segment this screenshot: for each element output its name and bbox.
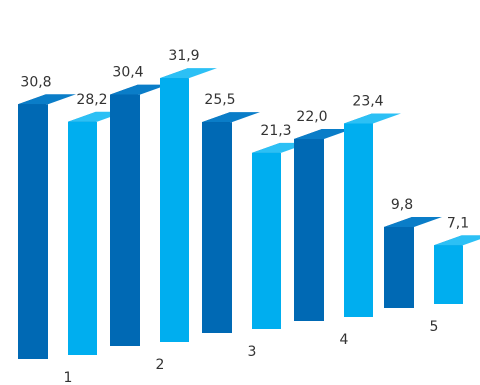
bar-series2-cat3-front bbox=[252, 152, 281, 329]
bar-series2-cat4-front bbox=[344, 123, 373, 318]
category-label-1: 1 bbox=[64, 370, 73, 385]
data-label-series1-cat1: 30,8 bbox=[20, 74, 51, 90]
data-label-series2-cat5: 7,1 bbox=[447, 215, 469, 231]
category-label-4: 4 bbox=[340, 332, 349, 348]
bar-series2-cat5-front bbox=[434, 245, 463, 304]
bar-series2-cat4 bbox=[344, 113, 401, 318]
category-label-2: 2 bbox=[156, 357, 165, 373]
bar-series1-cat3-front bbox=[202, 122, 232, 334]
category-label-5: 5 bbox=[430, 319, 439, 335]
category-label-3: 3 bbox=[248, 344, 257, 360]
bar-series1-cat1-front bbox=[18, 104, 48, 359]
bar-series1-cat5-top bbox=[384, 216, 442, 227]
bar-series1-cat1 bbox=[18, 94, 76, 359]
bar-series1-cat4 bbox=[294, 129, 352, 321]
bar-series1-cat4-top bbox=[294, 129, 352, 140]
data-label-series2-cat4: 23,4 bbox=[352, 93, 383, 109]
bar-series2-cat1-front bbox=[68, 121, 97, 355]
bar-series1-cat2-top bbox=[110, 84, 168, 95]
bar-series2-cat4-top bbox=[344, 113, 401, 124]
bar-series1-cat5-front bbox=[384, 226, 414, 308]
bar-series2-cat1 bbox=[68, 111, 125, 355]
bar-series1-cat3-top bbox=[202, 112, 260, 123]
bar-series2-cat2 bbox=[160, 68, 217, 342]
bar-series2-cat5-top bbox=[434, 235, 480, 246]
bar-series2-cat5 bbox=[434, 235, 480, 304]
bar-series2-cat2-front bbox=[160, 78, 189, 342]
data-label-series2-cat2: 31,9 bbox=[168, 48, 199, 64]
bar-series1-cat2-front bbox=[110, 94, 140, 346]
bar-series1-cat1-top bbox=[18, 94, 76, 105]
bar-series1-cat4-front bbox=[294, 139, 324, 321]
data-label-series1-cat3: 25,5 bbox=[204, 92, 235, 108]
data-label-series2-cat1: 28,2 bbox=[76, 92, 107, 108]
data-label-series1-cat2: 30,4 bbox=[112, 65, 143, 81]
data-label-series2-cat3: 21,3 bbox=[260, 123, 291, 139]
bar-series1-cat3 bbox=[202, 112, 260, 334]
bar-series1-cat2 bbox=[110, 84, 168, 346]
bar-series1-cat5 bbox=[384, 216, 442, 308]
bar-series2-cat2-top bbox=[160, 68, 217, 79]
data-label-series1-cat5: 9,8 bbox=[391, 197, 413, 213]
data-label-series1-cat4: 22,0 bbox=[296, 109, 327, 125]
